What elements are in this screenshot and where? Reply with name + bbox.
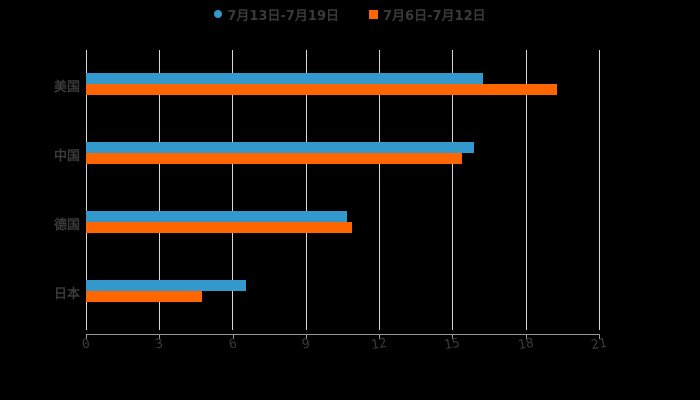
x-axis-line — [86, 334, 600, 335]
bar-week-0713[interactable] — [86, 211, 348, 222]
gridline — [232, 50, 233, 330]
x-tick-label: 21 — [589, 335, 609, 354]
gridline — [379, 50, 380, 330]
legend-marker-orange-icon — [369, 9, 379, 19]
gridline — [526, 50, 527, 330]
x-tick-label: 12 — [370, 335, 389, 354]
x-tick-label: 9 — [300, 336, 312, 353]
x-tick — [86, 334, 87, 339]
x-tick — [525, 334, 527, 339]
plot-area — [86, 50, 600, 330]
x-tick-label: 3 — [154, 336, 165, 353]
legend-item-week1[interactable]: 7月6日-7月12日 — [369, 5, 486, 24]
x-tick — [159, 334, 161, 339]
x-tick — [452, 334, 454, 339]
category-label: 中国 — [53, 149, 80, 164]
bar-week-0713[interactable] — [86, 73, 483, 84]
gridline — [452, 50, 453, 330]
x-tick — [232, 334, 234, 339]
category-label: 日本 — [53, 287, 80, 302]
legend-label: 7月6日-7月12日 — [383, 8, 486, 24]
x-tick-label: 18 — [516, 335, 535, 354]
x-tick-label: 0 — [80, 336, 92, 353]
category-label: 美国 — [53, 80, 80, 95]
x-tick-label: 6 — [227, 336, 238, 353]
x-tick — [599, 334, 600, 339]
legend-marker-blue-icon — [214, 10, 223, 18]
x-tick — [379, 334, 381, 339]
chart-legend: 7月13日-7月19日 7月6日-7月12日 — [0, 4, 700, 24]
x-tick — [305, 334, 307, 339]
bar-week-0706[interactable] — [86, 291, 203, 302]
legend-item-week2[interactable]: 7月13日-7月19日 — [214, 5, 339, 24]
x-tick-label: 15 — [443, 335, 462, 354]
bar-week-0706[interactable] — [86, 153, 463, 164]
gridline — [86, 50, 87, 330]
gridline — [306, 50, 307, 330]
bar-week-0706[interactable] — [86, 222, 353, 233]
legend-label: 7月13日-7月19日 — [227, 8, 340, 24]
category-label: 德国 — [53, 218, 80, 233]
bar-week-0713[interactable] — [86, 280, 246, 291]
bar-week-0713[interactable] — [86, 142, 475, 153]
gridline — [599, 50, 600, 330]
gridline — [159, 50, 160, 330]
bar-week-0706[interactable] — [86, 84, 558, 95]
